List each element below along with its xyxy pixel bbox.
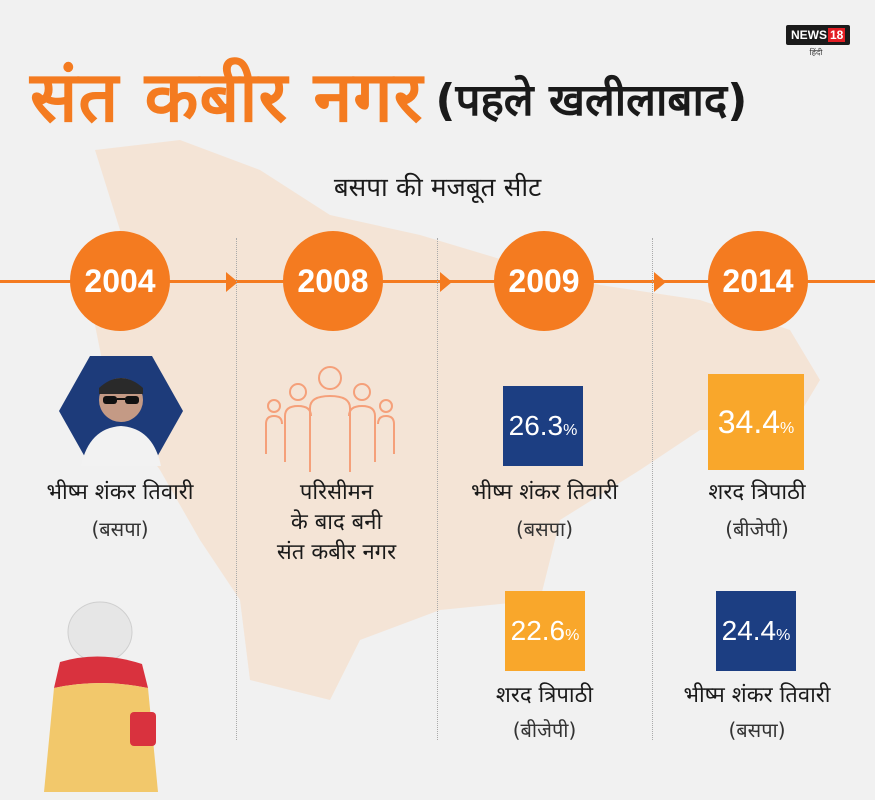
column-divider — [236, 238, 237, 740]
logo-brand: NEWS — [791, 28, 827, 42]
timeline-arrow — [226, 272, 238, 292]
delimitation-note-line-2: के बाद बनी — [290, 510, 383, 535]
vote-unit: % — [776, 627, 791, 644]
vote-share-box-2009-winner: 26.3% — [503, 386, 583, 466]
year-circle-2004: 2004 — [70, 231, 170, 331]
logo-number: 18 — [828, 28, 846, 42]
runner-name-2009: शरद त्रिपाठी — [495, 683, 594, 708]
vote-value: 22.6 — [510, 615, 566, 646]
winner-name-2014: शरद त्रिपाठी — [708, 480, 806, 505]
vote-share-box-2009-runner: 22.6% — [505, 591, 585, 671]
year-circle-2008: 2008 — [283, 231, 383, 331]
winner-name-2004: भीष्म शंकर तिवारी — [46, 480, 194, 505]
column-divider — [652, 238, 653, 740]
vote-share-box-2014-winner: 34.4% — [708, 374, 804, 470]
page-title: संत कबीर नगर (पहले खलीलाबाद) — [30, 52, 850, 148]
timeline-arrow — [440, 272, 452, 292]
year-circle-2009: 2009 — [494, 231, 594, 331]
title-main: संत कबीर नगर — [30, 56, 424, 138]
vote-unit: % — [563, 422, 578, 439]
vote-unit: % — [780, 420, 795, 437]
voter-illustration — [44, 601, 158, 792]
winner-party-2014: (बीजेपी) — [725, 517, 789, 541]
vote-value: 34.4 — [717, 404, 781, 440]
vote-unit: % — [565, 627, 580, 644]
people-icon — [265, 366, 395, 472]
delimitation-note-line-1: परिसीमन — [299, 480, 374, 505]
timeline-arrow — [654, 272, 666, 292]
winner-name-2009: भीष्म शंकर तिवारी — [471, 480, 618, 505]
column-divider — [437, 238, 438, 740]
year-circle-2014: 2014 — [708, 231, 808, 331]
winner-party-2009: (बसपा) — [515, 517, 574, 541]
logo-subtext: हिंदी — [809, 48, 823, 57]
vote-share-box-2014-runner: 24.4% — [716, 591, 796, 671]
winner-party-2004: (बसपा) — [91, 517, 149, 541]
politician-photo — [59, 356, 183, 466]
title-paren: (पहले खलीलाबाद) — [435, 75, 748, 126]
runner-party-2014: (बसपा) — [728, 718, 786, 742]
news18-logo: NEWS 18 हिंदी — [786, 24, 854, 68]
vote-value: 24.4 — [721, 615, 777, 646]
runner-party-2009: (बीजेपी) — [512, 718, 577, 742]
delimitation-note-line-3: संत कबीर नगर — [276, 540, 397, 565]
vote-value: 26.3 — [508, 410, 564, 441]
subtitle: बसपा की मजबूत सीट — [333, 173, 542, 203]
runner-name-2014: भीष्म शंकर तिवारी — [683, 683, 831, 708]
